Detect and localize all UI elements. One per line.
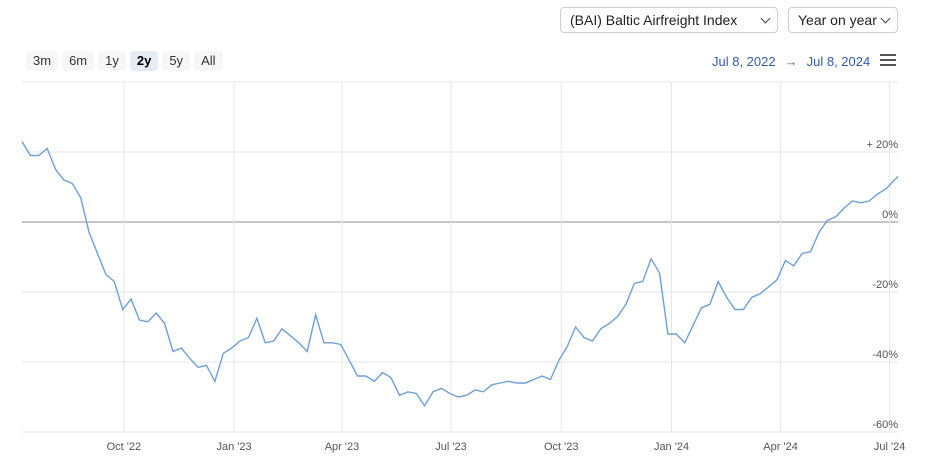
x-tick-label: Jul '24 xyxy=(874,441,905,453)
x-axis-labels: Oct '22 Jan '23 Apr '23 Jul '23 Oct '23 Jan '… xyxy=(107,441,906,453)
range-button-5y[interactable]: 5y xyxy=(162,51,191,71)
range-button-all[interactable]: All xyxy=(194,51,223,71)
x-tick-label: Jul '23 xyxy=(435,441,466,453)
series-line xyxy=(21,141,899,408)
hamburger-menu-icon[interactable] xyxy=(880,54,896,68)
y-tick-label: + 20% xyxy=(867,139,899,151)
y-tick-label: -20% xyxy=(872,279,898,291)
x-tick-label: Jan '23 xyxy=(217,441,252,453)
mode-select[interactable]: Year on year xyxy=(788,7,898,33)
range-button-1y[interactable]: 1y xyxy=(98,51,126,71)
date-range: Jul 8, 2022 → Jul 8, 2024 xyxy=(712,54,870,69)
index-select-value: (BAI) Baltic Airfreight Index xyxy=(570,12,738,28)
y-tick-label: 0% xyxy=(882,209,898,221)
index-select[interactable]: (BAI) Baltic Airfreight Index xyxy=(560,7,778,33)
date-to[interactable]: Jul 8, 2024 xyxy=(806,54,871,69)
y-axis-labels: + 20% 0% -20% -40% -60% xyxy=(867,139,899,431)
gridlines xyxy=(22,81,898,433)
range-button-3m[interactable]: 3m xyxy=(26,51,59,71)
mode-select-value: Year on year xyxy=(798,12,877,28)
date-arrow: → xyxy=(784,54,798,69)
date-from[interactable]: Jul 8, 2022 xyxy=(712,54,776,69)
y-tick-label: -60% xyxy=(872,419,898,431)
y-tick-label: -40% xyxy=(872,349,898,361)
range-button-6m[interactable]: 6m xyxy=(62,51,95,71)
x-tick-label: Apr '24 xyxy=(763,441,798,453)
x-tick-label: Apr '23 xyxy=(325,441,360,453)
x-tick-label: Oct '22 xyxy=(107,441,142,453)
x-tick-label: Oct '23 xyxy=(544,441,579,453)
range-selector: 3m 6m 1y 2y 5y All xyxy=(26,51,223,71)
range-button-2y[interactable]: 2y xyxy=(129,51,159,71)
x-tick-label: Jan '24 xyxy=(654,441,689,453)
